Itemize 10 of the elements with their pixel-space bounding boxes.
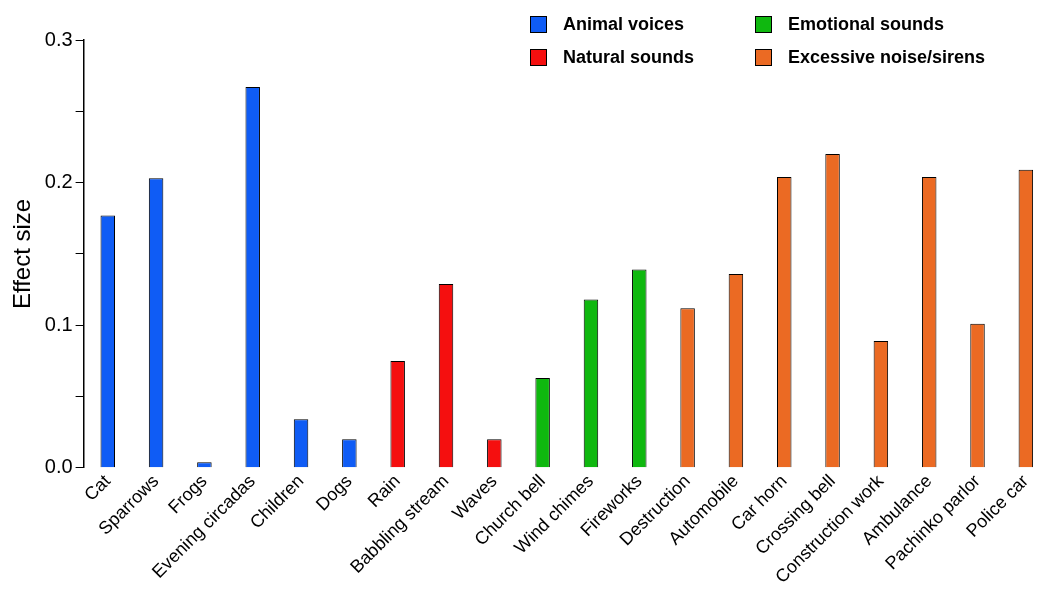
y-axis-title: Effect size xyxy=(8,198,36,310)
y-tick-label: 0.3 xyxy=(44,27,73,50)
legend-label: Emotional sounds xyxy=(788,14,945,35)
x-tick-label: Rain xyxy=(363,470,405,512)
y-tick-label: 0.0 xyxy=(44,455,73,478)
y-tick-label: 0.1 xyxy=(44,312,73,335)
legend-label: Animal voices xyxy=(563,14,685,35)
legend-label: Excessive noise/sirens xyxy=(788,47,986,68)
legend-label: Natural sounds xyxy=(563,47,695,68)
y-tick-label: 0.2 xyxy=(44,170,73,193)
